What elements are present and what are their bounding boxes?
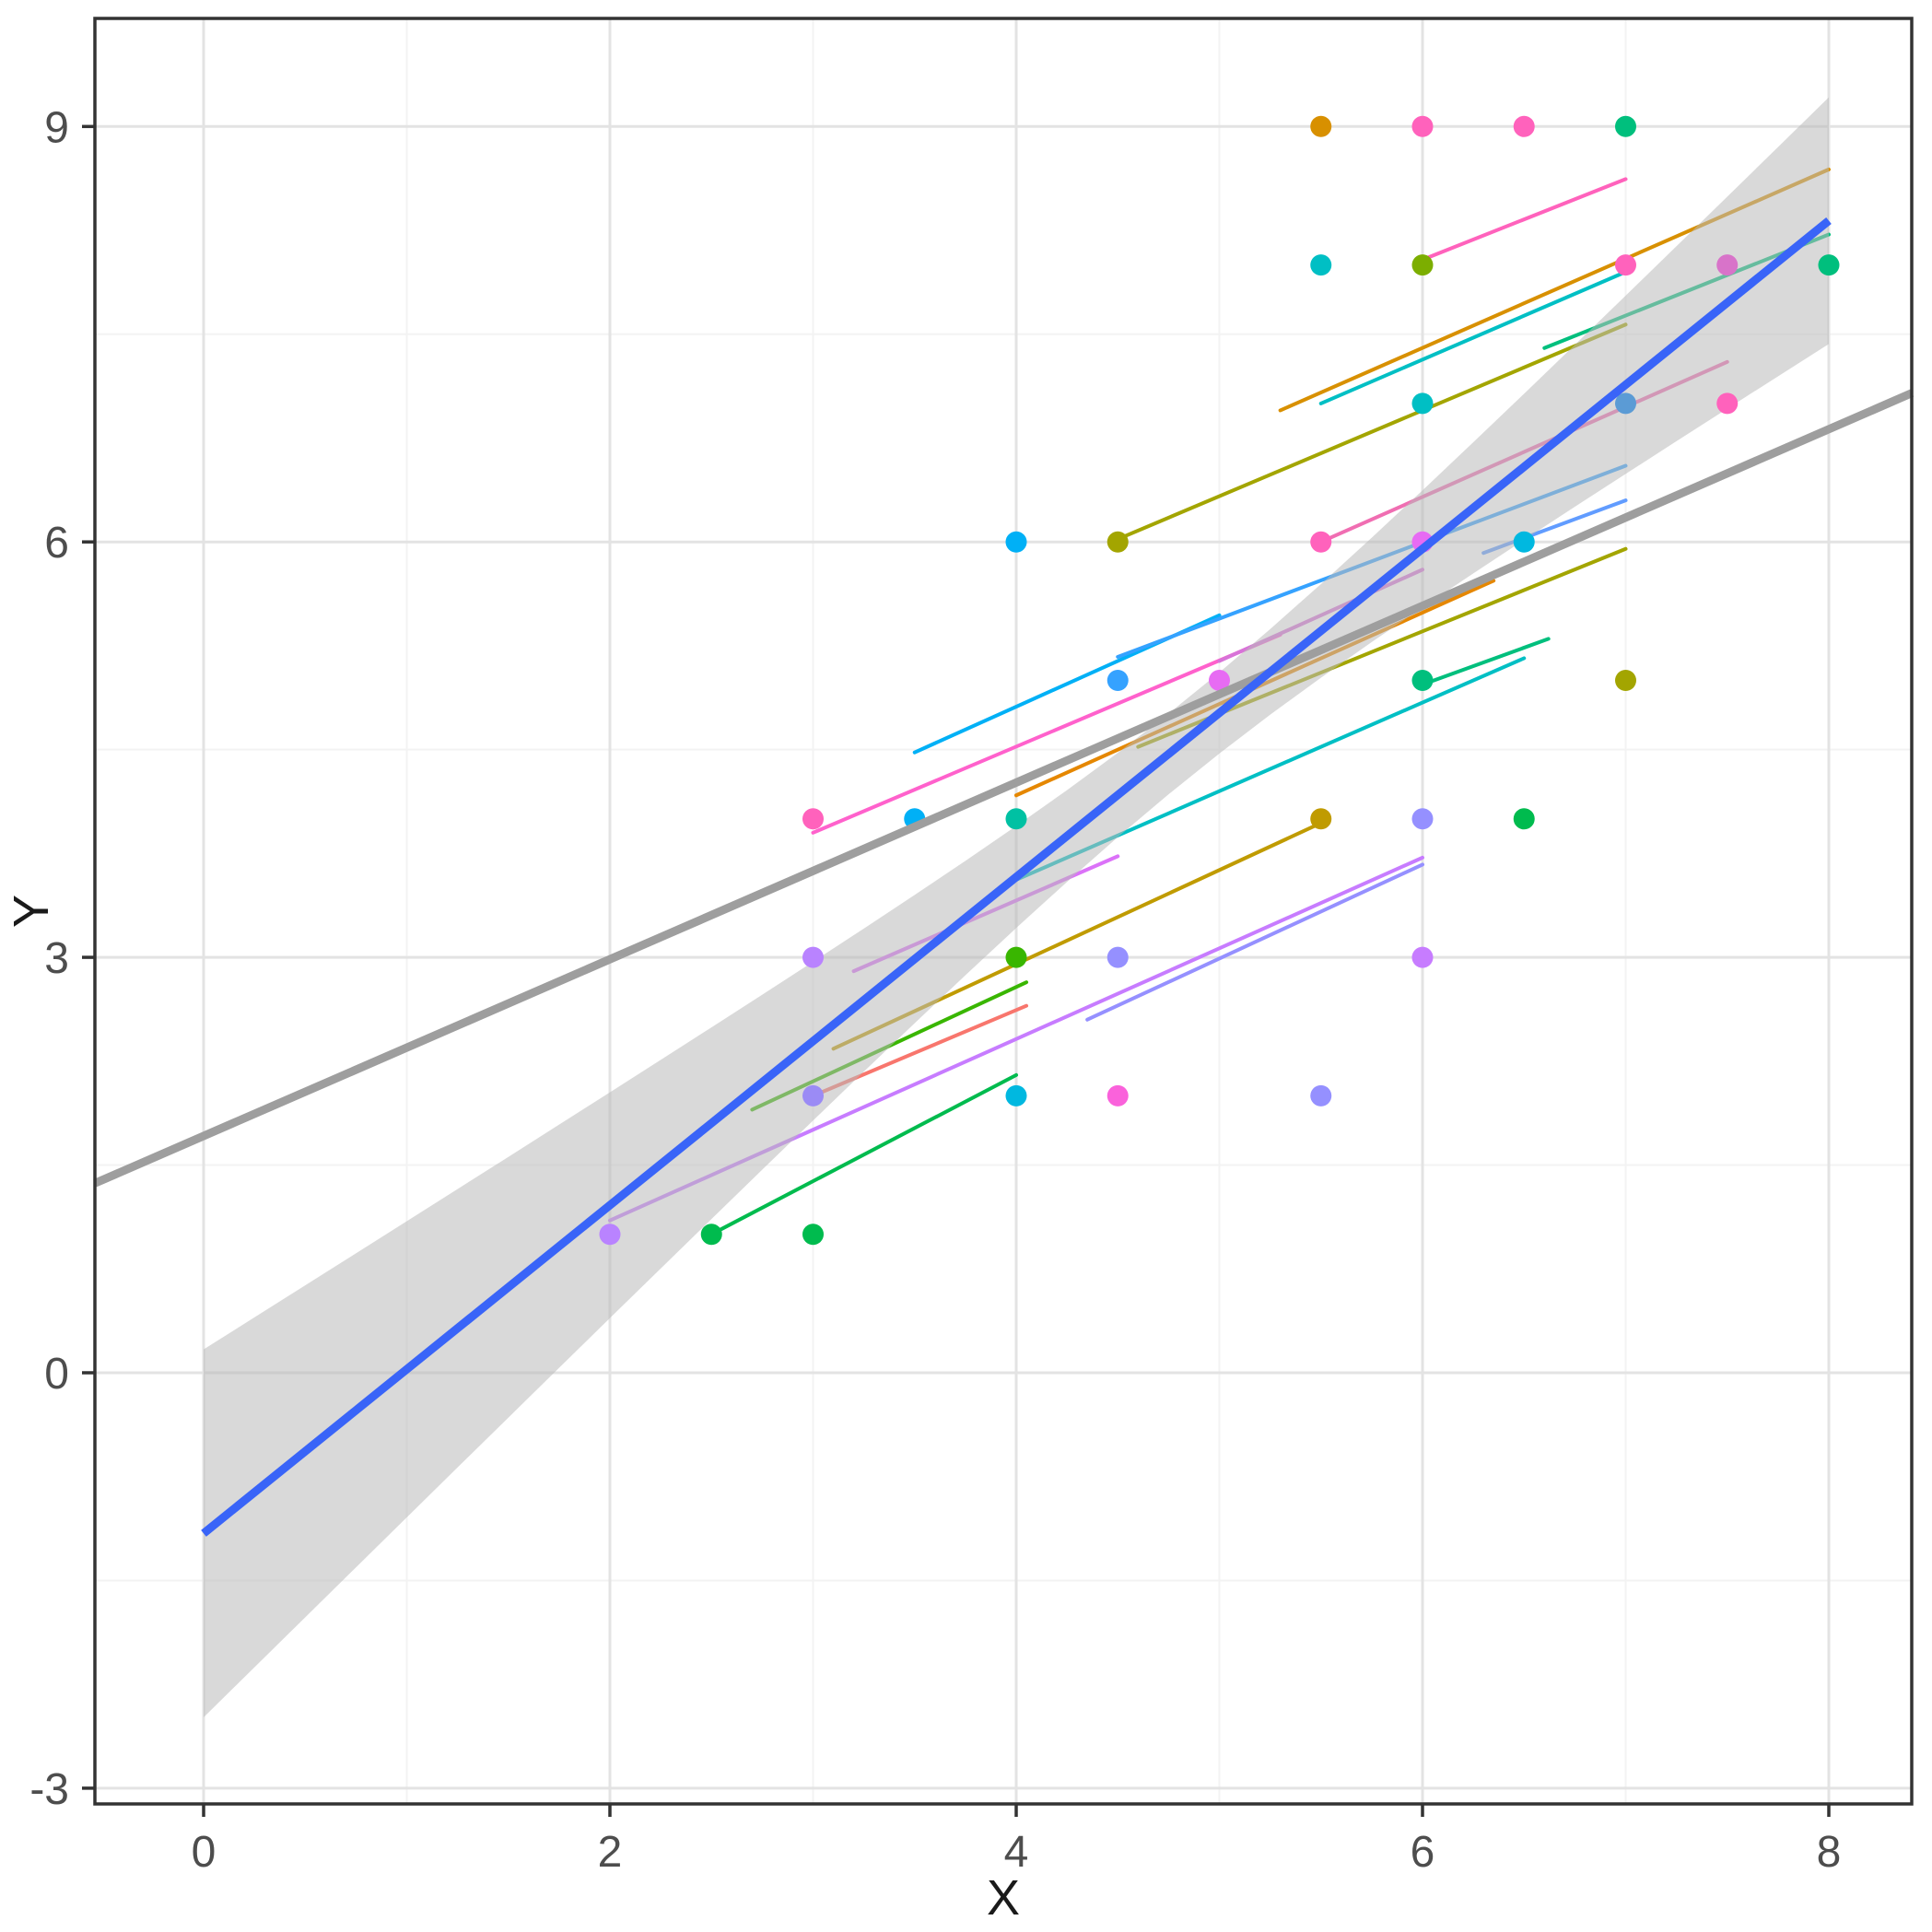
regression-line: [201, 217, 1832, 1537]
y-tick-label: 9: [44, 103, 69, 152]
data-point: [802, 1084, 824, 1107]
data-point: [1513, 115, 1535, 137]
y-axis-title: Y: [4, 895, 59, 928]
data-point: [802, 1224, 824, 1246]
data-point: [1818, 254, 1840, 276]
overall-trend-line: [93, 389, 1914, 1188]
confidence-ribbon-layer: [204, 97, 1829, 1718]
data-point: [1411, 808, 1434, 830]
group-fit-line: [811, 632, 1282, 835]
data-point: [1005, 946, 1027, 968]
main-lines-layer: [93, 217, 1914, 1537]
x-tick-label: 2: [598, 1828, 623, 1877]
axis-labels-layer: 0 2 4 6 8 -3 0 3 6 9: [29, 103, 1841, 1877]
data-point: [1005, 808, 1027, 830]
data-point: [1310, 531, 1332, 553]
data-points-layer: [599, 115, 1840, 1246]
group-fit-line: [709, 1072, 1018, 1236]
y-tick-label: 0: [44, 1350, 69, 1399]
data-point: [599, 1224, 621, 1246]
group-fit-line: [1421, 637, 1551, 687]
data-point: [1107, 531, 1129, 553]
data-point: [1107, 1084, 1129, 1107]
y-tick-label: 3: [44, 934, 69, 983]
data-point: [1310, 115, 1332, 137]
group-fit-line: [1318, 270, 1628, 405]
gridlines-layer: [95, 18, 1912, 1804]
data-point: [1209, 670, 1230, 691]
data-point: [1411, 115, 1434, 137]
data-point: [1411, 946, 1434, 968]
data-point: [700, 1224, 722, 1246]
y-tick-label: 6: [44, 519, 69, 568]
x-tick-label: 8: [1817, 1828, 1842, 1877]
x-tick-label: 6: [1411, 1828, 1435, 1877]
data-point: [1107, 670, 1129, 691]
data-point: [1005, 531, 1027, 553]
data-point: [1411, 670, 1434, 691]
x-tick-label: 0: [192, 1828, 217, 1877]
data-point: [1615, 670, 1636, 691]
panel-frame-layer: [82, 17, 1914, 1817]
data-point: [1005, 1084, 1027, 1107]
data-point: [1716, 254, 1739, 276]
data-point: [1615, 254, 1636, 276]
group-fit-line: [1116, 322, 1628, 542]
group-fit-line: [1424, 177, 1628, 261]
data-point: [1411, 392, 1434, 415]
x-tick-label: 4: [1004, 1828, 1029, 1877]
group-fit-line: [1085, 862, 1424, 1022]
data-point: [1310, 254, 1332, 276]
data-point: [1411, 254, 1434, 276]
y-tick-label: -3: [29, 1765, 69, 1814]
panel-border: [93, 17, 1914, 1806]
data-point: [1615, 392, 1636, 415]
data-point: [1310, 1084, 1332, 1107]
confidence-ribbon: [204, 97, 1829, 1718]
data-point: [1615, 115, 1636, 137]
data-point: [1513, 531, 1535, 553]
data-point: [1310, 808, 1332, 830]
data-point: [1716, 392, 1739, 415]
data-point: [802, 946, 824, 968]
data-point: [1107, 946, 1129, 968]
x-axis-title: X: [987, 1870, 1020, 1926]
data-point: [1513, 808, 1535, 830]
data-point: [802, 808, 824, 830]
